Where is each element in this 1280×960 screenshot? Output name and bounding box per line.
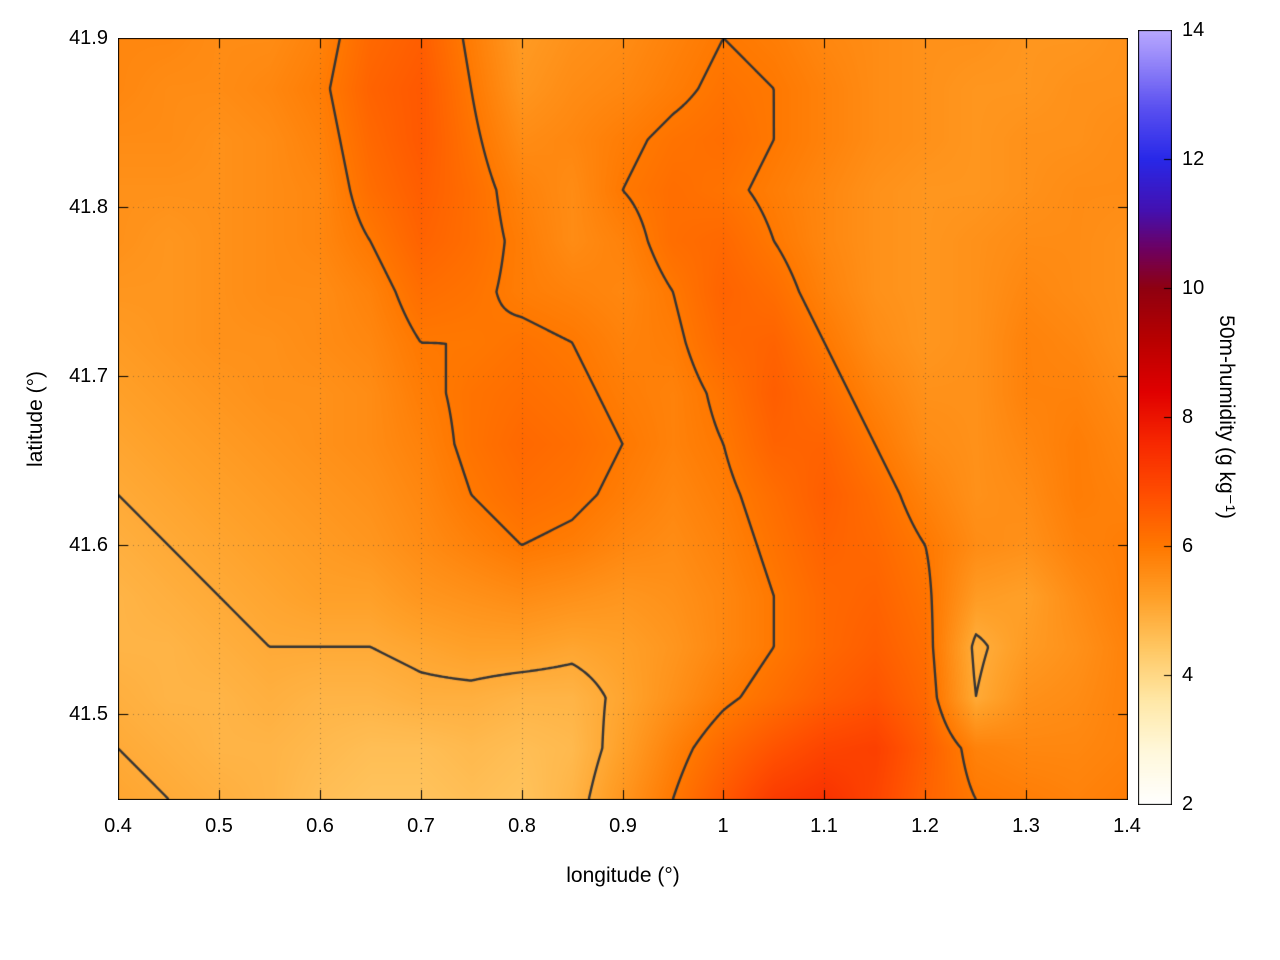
colorbar-tick-label: 14 — [1182, 19, 1205, 41]
colorbar-tick-label: 4 — [1182, 664, 1194, 686]
y-tick-label: 41.7 — [69, 365, 108, 387]
y-tick-label: 41.6 — [69, 534, 108, 556]
x-tick-label: 0.9 — [609, 815, 637, 837]
x-tick-label: 0.6 — [306, 815, 334, 837]
x-tick-label: 1.2 — [911, 815, 939, 837]
x-tick-label: 0.8 — [508, 815, 536, 837]
x-tick-label: 1.3 — [1012, 815, 1040, 837]
x-tick-label: 0.7 — [407, 815, 435, 837]
y-tick-label: 41.8 — [69, 196, 108, 218]
y-axis-label: latitude (°) — [24, 371, 47, 467]
x-axis-label: longitude (°) — [566, 864, 680, 887]
x-tick-label: 1.4 — [1113, 815, 1141, 837]
colorbar-tick-label: 12 — [1182, 148, 1205, 170]
x-tick-label: 1 — [717, 815, 729, 837]
colorbar-tick-label: 8 — [1182, 406, 1194, 428]
colorbar-tick-label: 6 — [1182, 535, 1194, 557]
colorbar-tick-label: 10 — [1182, 277, 1205, 299]
heatmap-plot-canvas — [118, 38, 1128, 800]
colorbar-gradient — [1138, 30, 1172, 805]
x-tick-label: 0.4 — [104, 815, 132, 837]
x-tick-label: 0.5 — [205, 815, 233, 837]
y-tick-label: 41.9 — [69, 27, 108, 49]
y-tick-label: 41.5 — [69, 703, 108, 725]
x-tick-label: 1.1 — [810, 815, 838, 837]
colorbar-label: 50m-humidity (g kg⁻¹) — [1215, 315, 1238, 519]
colorbar-tick-label: 2 — [1182, 793, 1194, 815]
